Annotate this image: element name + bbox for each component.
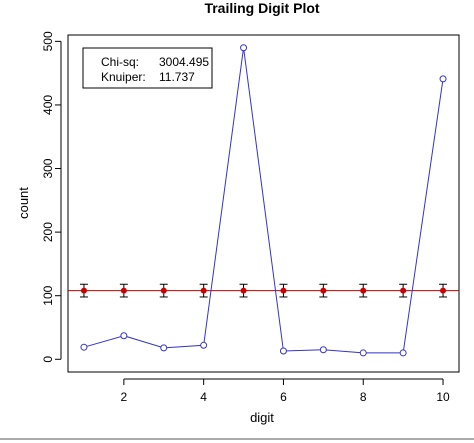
observed-point <box>439 75 447 83</box>
y-tick-label: 300 <box>41 158 55 178</box>
observed-point <box>319 346 327 354</box>
x-tick-label: 6 <box>280 390 287 404</box>
observed-point <box>240 44 248 52</box>
expected-point <box>360 287 367 294</box>
expected-point <box>120 287 127 294</box>
observed-point <box>120 332 128 340</box>
legend-box: Chi-sq: 3004.495 Knuiper: 11.737 <box>82 47 213 89</box>
expected-point <box>240 287 247 294</box>
y-axis: 0 100 200 300 400 500 <box>41 31 62 363</box>
observed-point <box>279 347 287 355</box>
y-tick-label: 0 <box>41 356 55 363</box>
expected-point <box>400 287 407 294</box>
legend-knuiper-label: Knuiper: <box>101 70 146 84</box>
expected-point <box>200 287 207 294</box>
expected-point <box>80 287 87 294</box>
series-layer <box>68 44 459 357</box>
y-tick-label: 500 <box>41 31 55 51</box>
x-tick-label: 2 <box>121 390 128 404</box>
legend-knuiper-value: 11.737 <box>159 70 195 84</box>
y-tick-label: 200 <box>41 222 55 242</box>
y-tick-label: 400 <box>41 95 55 115</box>
x-axis: 2 4 6 8 10 <box>121 378 450 404</box>
x-tick-label: 10 <box>436 390 450 404</box>
expected-point <box>280 287 287 294</box>
y-tick-label: 100 <box>41 285 55 305</box>
x-tick-label: 8 <box>360 390 367 404</box>
legend-frame <box>82 47 213 89</box>
observed-line <box>83 47 444 354</box>
observed-point <box>200 341 208 349</box>
x-tick-label: 4 <box>200 390 207 404</box>
legend-chisq-label: Chi-sq: <box>101 55 139 69</box>
chart-title: Trailing Digit Plot <box>204 0 319 16</box>
expected-point <box>160 287 167 294</box>
expected-point <box>320 287 327 294</box>
y-axis-label: count <box>16 187 31 219</box>
observed-point <box>359 349 367 357</box>
legend-chisq-value: 3004.495 <box>159 55 209 69</box>
x-axis-label: digit <box>250 410 274 425</box>
plot-frame <box>67 34 460 373</box>
expected-point <box>440 287 447 294</box>
observed-point <box>399 349 407 357</box>
observed-point <box>160 344 168 352</box>
observed-point <box>80 343 88 351</box>
